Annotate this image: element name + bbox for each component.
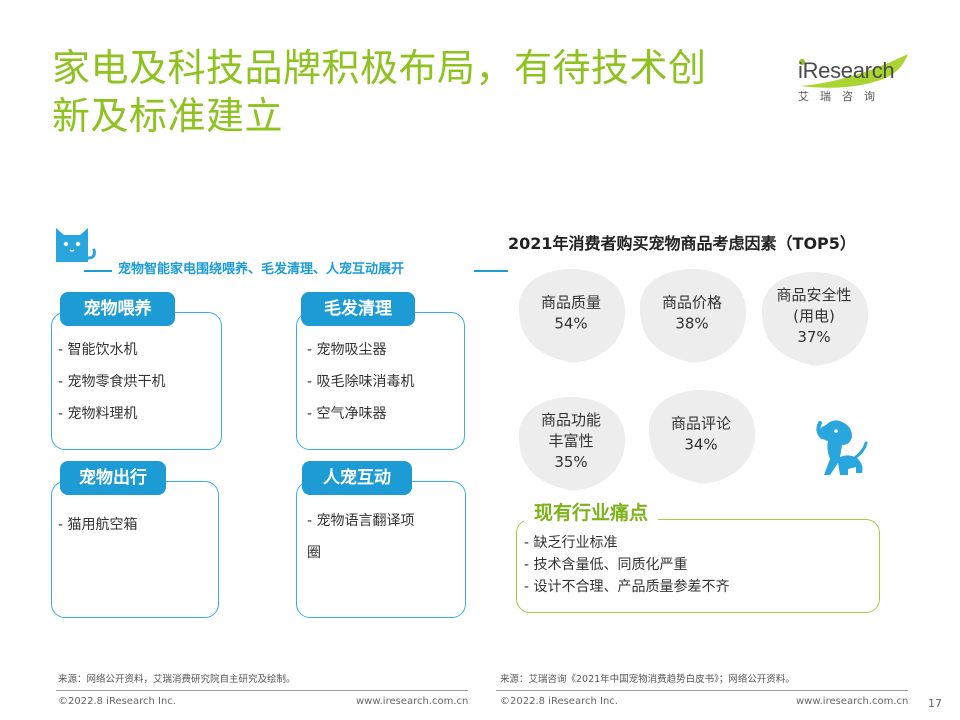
list-item: - 吸毛除味消毒机 bbox=[307, 374, 415, 390]
factor-name-label: 商品评论 bbox=[671, 415, 731, 433]
subtitle-dash-left bbox=[84, 270, 112, 272]
factor-blob: 商品价格 38% bbox=[640, 269, 747, 363]
list-item: 圈 bbox=[307, 545, 321, 561]
factor-blob: 商品质量 54% bbox=[519, 269, 626, 363]
factor-value-label: 37% bbox=[797, 328, 830, 346]
list-item: - 缺乏行业标准 bbox=[524, 535, 618, 551]
pain-points-title: 现有行业痛点 bbox=[524, 498, 659, 528]
pain-points-list: - 缺乏行业标准 - 技术含量低、同质化严重 - 设计不合理、产品质量参差不齐 bbox=[524, 532, 730, 598]
page-title-line-1: 家电及科技品牌积极布局，有待技术创 bbox=[52, 46, 707, 90]
factor-blob-shape bbox=[649, 390, 756, 484]
factor-blob-shape bbox=[519, 269, 626, 363]
source-note-left: 来源：网络公开资料，艾瑞消费研究院自主研究及绘制。 bbox=[58, 674, 296, 685]
section-subtitle-text: 宠物智能家电围绕喂养、毛发清理、人宠互动展开 bbox=[118, 262, 405, 277]
list-item: - 设计不合理、产品质量参差不齐 bbox=[524, 579, 730, 595]
factor-value-label: 38% bbox=[675, 315, 708, 333]
cat-icon bbox=[56, 228, 96, 262]
factor-blob: 商品安全性 (用电) 37% bbox=[762, 272, 869, 366]
category-list-interaction: - 宠物语言翻译项 圈 bbox=[307, 505, 415, 569]
factor-name-label: (用电) bbox=[793, 307, 835, 325]
category-list-travel: - 猫用航空箱 bbox=[58, 509, 138, 541]
factor-value-label: 34% bbox=[684, 436, 717, 454]
pain-points-box bbox=[516, 519, 880, 613]
category-tag-travel: 宠物出行 bbox=[60, 461, 166, 495]
list-item: - 猫用航空箱 bbox=[58, 517, 138, 533]
category-tag-feeding: 宠物喂养 bbox=[60, 292, 175, 326]
list-item: - 智能饮水机 bbox=[58, 342, 138, 358]
category-panel-interaction bbox=[296, 481, 466, 618]
list-item: - 宠物语言翻译项 bbox=[307, 513, 415, 529]
list-item: - 宠物料理机 bbox=[58, 406, 138, 422]
logo-subtitle: 艾瑞咨询 bbox=[798, 90, 886, 103]
factor-blob: 商品评论 34% bbox=[649, 390, 756, 484]
chart-title: 2021年消费者购买宠物商品考虑因素（TOP5） bbox=[508, 234, 856, 253]
list-item: - 宠物吸尘器 bbox=[307, 342, 387, 358]
footer-divider-left bbox=[56, 690, 468, 691]
copyright-left: ©2022.8 iResearch Inc. bbox=[58, 696, 176, 707]
footer-divider-right bbox=[496, 690, 908, 691]
subtitle-dash-right bbox=[474, 270, 508, 272]
source-note-right: 来源：艾瑞咨询《2021年中国宠物消费趋势白皮书》；网络公开资料。 bbox=[500, 674, 795, 685]
category-tag-interaction: 人宠互动 bbox=[302, 461, 412, 495]
factor-name-label: 商品价格 bbox=[662, 294, 722, 312]
factor-name-label: 丰富性 bbox=[548, 432, 593, 450]
category-tag-hair-cleaning: 毛发清理 bbox=[301, 292, 415, 326]
factor-name-label: 商品质量 bbox=[541, 294, 601, 312]
dog-icon bbox=[816, 420, 868, 475]
factor-value-label: 54% bbox=[554, 315, 587, 333]
iresearch-logo: iResearch 艾瑞咨询 bbox=[790, 52, 920, 112]
page-title-line-2: 新及标准建立 bbox=[52, 94, 284, 138]
category-list-hair-cleaning: - 宠物吸尘器 - 吸毛除味消毒机 - 空气净味器 bbox=[307, 334, 415, 430]
list-item: - 技术含量低、同质化严重 bbox=[524, 557, 688, 573]
factor-blob-shape bbox=[519, 397, 626, 491]
factor-name-label: 商品功能 bbox=[541, 411, 601, 429]
factor-blob-shape bbox=[762, 272, 869, 366]
category-list-feeding: - 智能饮水机 - 宠物零食烘干机 - 宠物料理机 bbox=[58, 334, 166, 430]
list-item: - 宠物零食烘干机 bbox=[58, 374, 166, 390]
factor-name-label: 商品安全性 bbox=[776, 286, 851, 304]
category-panel-travel bbox=[51, 481, 219, 618]
logo-brand: iResearch bbox=[798, 58, 895, 83]
copyright-right: ©2022.8 iResearch Inc. bbox=[500, 696, 618, 707]
list-item: - 空气净味器 bbox=[307, 406, 387, 422]
factor-blob-shape bbox=[640, 269, 747, 363]
website-right: www.iresearch.com.cn bbox=[796, 696, 909, 707]
factor-value-label: 35% bbox=[554, 453, 587, 471]
website-left: www.iresearch.com.cn bbox=[356, 696, 469, 707]
page-title: 家电及科技品牌积极布局，有待技术创 新及标准建立 bbox=[52, 44, 792, 140]
page-number: 17 bbox=[928, 697, 942, 710]
logo-swoosh-icon bbox=[799, 54, 908, 88]
category-panel-hair-cleaning bbox=[296, 312, 465, 450]
section-subtitle: 宠物智能家电围绕喂养、毛发清理、人宠互动展开 bbox=[84, 261, 508, 281]
